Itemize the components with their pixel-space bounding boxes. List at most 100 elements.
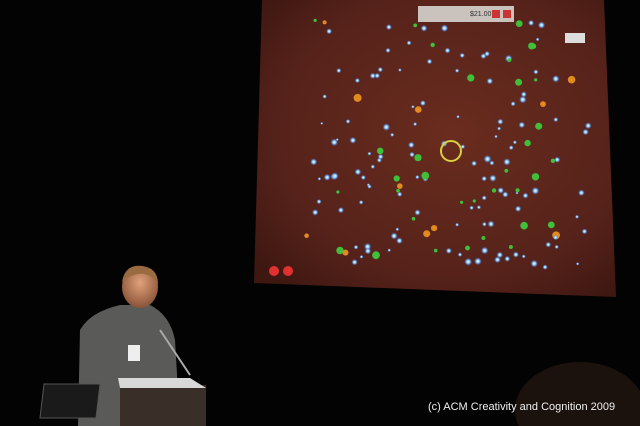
star [376, 147, 384, 155]
star [481, 175, 488, 182]
star [522, 192, 529, 199]
star [374, 72, 381, 79]
star [445, 247, 452, 254]
star [467, 74, 475, 82]
star [512, 251, 520, 258]
caption: (c) ACM Creativity and Cognition 2009 [428, 401, 615, 413]
star [377, 153, 384, 160]
star [406, 40, 412, 46]
star [545, 241, 552, 248]
star [508, 145, 514, 151]
star [521, 254, 526, 259]
selected-node [440, 140, 462, 162]
star [349, 136, 357, 144]
star [515, 78, 523, 86]
star [491, 188, 497, 193]
star [482, 221, 487, 227]
star [520, 91, 527, 98]
star [533, 69, 539, 75]
star [519, 95, 527, 104]
star [420, 24, 428, 32]
star [354, 168, 362, 176]
star [553, 117, 559, 123]
star [547, 221, 555, 229]
star [489, 160, 495, 166]
star [474, 257, 482, 266]
star [382, 123, 391, 131]
star [574, 214, 580, 219]
star [360, 174, 366, 181]
star [335, 138, 339, 142]
star [431, 225, 438, 232]
star [421, 171, 430, 180]
star [326, 28, 333, 35]
speaker-head [122, 266, 158, 308]
star [481, 236, 486, 240]
star [430, 42, 435, 48]
star [455, 222, 460, 227]
star [575, 262, 580, 266]
star [535, 122, 543, 130]
star [322, 94, 328, 99]
star [313, 18, 317, 22]
star [531, 186, 540, 195]
laptop [39, 383, 101, 419]
star [497, 126, 502, 131]
star [542, 264, 548, 270]
star [554, 156, 561, 163]
star [497, 118, 504, 125]
toolbar-button [492, 10, 500, 18]
star [397, 183, 403, 189]
star [359, 254, 364, 259]
zoom-in [269, 266, 279, 276]
star [408, 141, 415, 149]
star [518, 121, 526, 129]
star [377, 66, 383, 73]
star [390, 232, 398, 240]
star [322, 20, 327, 25]
star [353, 244, 359, 250]
star [483, 155, 492, 163]
star [515, 191, 519, 195]
star [537, 21, 546, 29]
star [508, 245, 513, 249]
toolbar [418, 6, 514, 22]
star [426, 58, 433, 65]
star [531, 173, 540, 181]
toolbar-value: $21.00 [470, 11, 492, 18]
star [510, 101, 516, 107]
star [487, 220, 495, 228]
star [457, 252, 463, 257]
podium [120, 385, 206, 426]
audience-head [515, 362, 640, 426]
speaker-hair [122, 265, 158, 284]
star [395, 227, 400, 232]
star [494, 256, 501, 264]
star [460, 144, 466, 150]
star [419, 100, 426, 107]
star [581, 228, 588, 235]
star [520, 221, 528, 230]
star [507, 58, 512, 62]
star [460, 200, 464, 204]
star [387, 248, 392, 252]
star [385, 24, 392, 31]
star [310, 158, 318, 166]
star [354, 77, 360, 84]
star [514, 205, 522, 212]
corner-icons [565, 33, 585, 43]
star [550, 158, 556, 163]
star [502, 191, 509, 198]
star [414, 209, 421, 216]
star [353, 93, 362, 102]
star [584, 122, 592, 130]
star [497, 187, 505, 194]
star [582, 128, 589, 136]
star [320, 121, 324, 125]
star [423, 230, 431, 238]
star [316, 199, 322, 205]
star [476, 205, 482, 210]
star [459, 52, 465, 59]
star [535, 37, 540, 42]
projection-screen [254, 0, 616, 297]
